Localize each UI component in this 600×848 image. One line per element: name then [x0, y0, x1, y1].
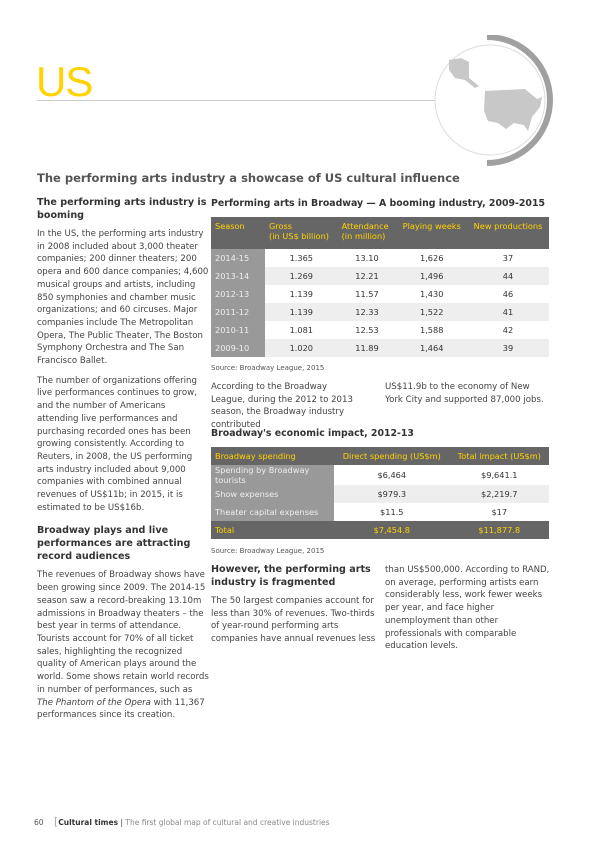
total-row: Total $7,454.8 $11,877.8: [211, 521, 549, 539]
tagline: The first global map of cultural and cre…: [125, 818, 330, 827]
table-row: Show expenses $979.3 $2,219.7: [211, 485, 549, 503]
col-total: Total impact (US$m): [449, 447, 549, 465]
paragraph: The number of organizations offering liv…: [37, 375, 197, 513]
cell: $9,641.1: [481, 470, 518, 480]
cell: 11.89: [337, 339, 397, 357]
table2-source: Source: Broadway League, 2015: [211, 547, 325, 555]
us-map-icon: [434, 35, 553, 166]
season-cell: 2010-11: [211, 321, 265, 339]
col-attendance: Attendance (in million): [337, 217, 397, 249]
cell: $979.3: [334, 485, 450, 503]
title-rule: [37, 100, 442, 101]
cell: 1,430: [419, 289, 444, 299]
table-row: 2011-12 1.139 12.33 1,522 41: [211, 303, 549, 321]
bottom-right: than US$500,000. According to RAND, on a…: [385, 565, 550, 652]
season-cell: 2014-15: [211, 249, 265, 267]
bracket: [: [53, 815, 59, 828]
season-cell: 2012-13: [211, 285, 265, 303]
cell: 1.139: [265, 303, 338, 321]
cell: 12.53: [355, 325, 379, 335]
col-weeks: Playing weeks: [396, 217, 468, 249]
section-subtitle: The performing arts industry a showcase …: [37, 171, 460, 185]
cell: 1.081: [289, 325, 314, 335]
cell: 44: [467, 267, 549, 285]
paragraph: In the US, the performing arts industry …: [37, 229, 209, 367]
cell: Show expenses: [211, 485, 334, 503]
col-new: New productions: [467, 217, 549, 249]
cell: 1.020: [265, 339, 338, 357]
cell: 12.21: [337, 267, 397, 285]
cell: 1.269: [265, 267, 338, 285]
table-row: Theater capital expenses $11.5 $17: [211, 503, 549, 521]
season-cell: 2013-14: [211, 267, 265, 285]
table-row: 2010-11 1.081 12.53 1,588 42: [211, 321, 549, 339]
cell: Total: [211, 521, 334, 539]
text: with 11,367 performances since its creat…: [37, 697, 205, 721]
italic-title: The Phantom of the Opera: [37, 697, 151, 708]
economic-impact-table: Broadway spending Direct spending (US$m)…: [211, 447, 549, 539]
cell: 1,522: [396, 303, 468, 321]
cell: 13.10: [355, 253, 379, 263]
heading-fragmented: However, the performing arts industry is…: [211, 564, 371, 588]
left-column: The performing arts industry is booming …: [37, 196, 209, 729]
cell: Spending by Broadway tourists: [211, 465, 334, 485]
heading-booming: The performing arts industry is booming: [37, 197, 207, 221]
season-cell: 2009-10: [211, 339, 265, 357]
season-cell: 2011-12: [211, 303, 265, 321]
cell: 39: [467, 339, 549, 357]
brand: Cultural times: [58, 818, 119, 827]
table-row: 2012-13 1.139 11.57 1,430 46: [211, 285, 549, 303]
cell: 1,496: [396, 267, 468, 285]
broadway-table: Season Gross (in US$ billion) Attendance…: [211, 217, 549, 357]
cell: 11.57: [355, 289, 379, 299]
heading-broadway: Broadway plays and live performances are…: [37, 525, 191, 563]
cell: 1.365: [289, 253, 314, 263]
divider: |: [120, 818, 123, 827]
cell: 41: [467, 303, 549, 321]
cell: $2,219.7: [449, 485, 549, 503]
table-row: 2013-14 1.269 12.21 1,496 44: [211, 267, 549, 285]
col-spending: Broadway spending: [211, 447, 334, 465]
cell: $17: [491, 507, 508, 517]
table-row: 2009-10 1.020 11.89 1,464 39: [211, 339, 549, 357]
table-row: Spending by Broadway tourists $6,464 $9,64…: [211, 465, 549, 485]
footer: 60 [Cultural times | The first global ma…: [34, 815, 330, 828]
cell: 1,464: [396, 339, 468, 357]
col-gross: Gross (in US$ billion): [265, 217, 338, 249]
cell: $11,877.8: [449, 521, 549, 539]
cell: 46: [502, 289, 514, 299]
table-row: 2014-15 1.365 13.10 1,626 37: [211, 249, 549, 267]
cell: $6,464: [377, 470, 407, 480]
mid-text-b: US$11.9b to the economy of New York City…: [385, 382, 544, 405]
cell: 42: [502, 325, 514, 335]
col-direct: Direct spending (US$m): [334, 447, 450, 465]
table2-title: Broadway's economic impact, 2012-13: [211, 428, 414, 439]
table-header: Broadway spending Direct spending (US$m)…: [211, 447, 549, 465]
cell: 12.33: [337, 303, 397, 321]
bottom-left: However, the performing arts industry is…: [211, 563, 376, 653]
cell: $11.5: [380, 507, 404, 517]
cell: 1.139: [289, 289, 314, 299]
page-number: 60: [34, 818, 44, 827]
cell: 37: [502, 253, 514, 263]
country-title: US: [36, 58, 93, 105]
mid-text-a: According to the Broadway League, during…: [211, 382, 353, 431]
cell: $7,454.8: [334, 521, 450, 539]
table1-title: Performing arts in Broadway — A booming …: [211, 198, 545, 209]
cell: Theater capital expenses: [211, 503, 334, 521]
text: The revenues of Broadway shows have been…: [37, 570, 209, 695]
table1-source: Source: Broadway League, 2015: [211, 364, 325, 372]
paragraph: The revenues of Broadway shows have been…: [37, 569, 209, 721]
table-header: Season Gross (in US$ billion) Attendance…: [211, 217, 549, 249]
cell: 1,626: [419, 253, 444, 263]
cell: 1,588: [419, 325, 444, 335]
paragraph: The 50 largest companies account for les…: [211, 596, 376, 645]
col-season: Season: [211, 217, 265, 249]
